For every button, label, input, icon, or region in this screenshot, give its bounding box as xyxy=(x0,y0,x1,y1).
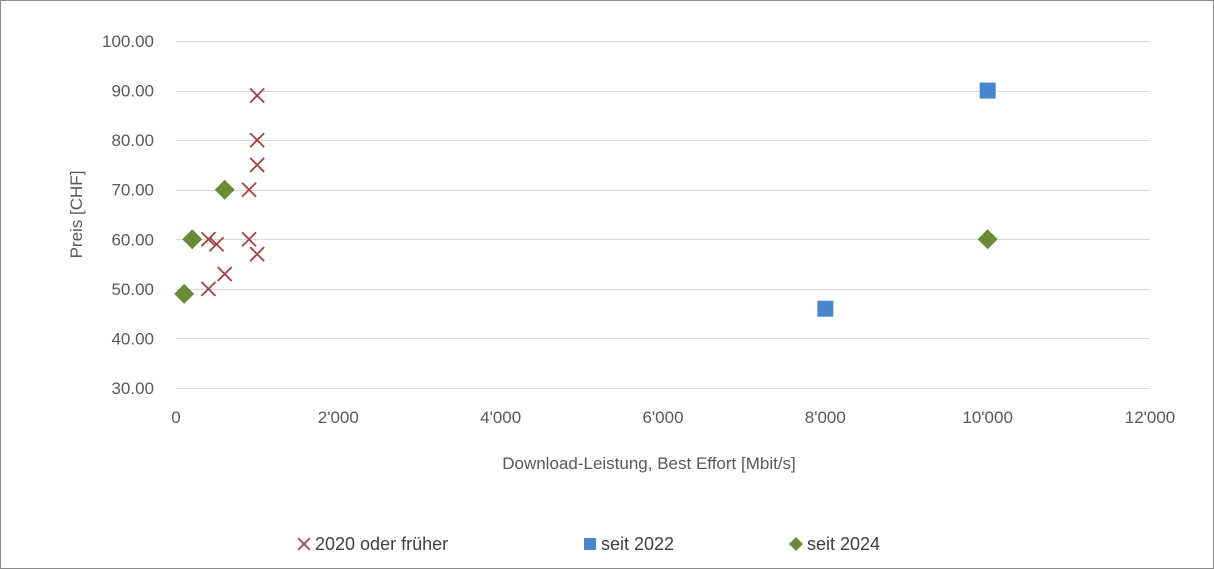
legend-label: seit 2024 xyxy=(807,534,880,554)
data-point xyxy=(174,283,195,304)
legend-marker xyxy=(584,538,596,550)
x-tick-label: 0 xyxy=(171,408,180,427)
x-tick-label: 8'000 xyxy=(805,408,846,427)
data-point xyxy=(249,157,265,173)
data-point xyxy=(249,87,265,104)
legend: 2020 oder früher seit 2022 seit 2024 xyxy=(297,534,880,554)
y-tick-label: 80.00 xyxy=(111,131,154,150)
data-points xyxy=(174,82,998,317)
x-tick-label: 10'000 xyxy=(962,408,1013,427)
data-point xyxy=(214,179,235,200)
x-tick-label: 2'000 xyxy=(318,408,359,427)
data-point xyxy=(249,246,265,262)
x-tick-label: 12'000 xyxy=(1125,408,1176,427)
x-axis-label: Download-Leistung, Best Effort [Mbit/s] xyxy=(502,454,796,473)
data-point xyxy=(979,82,996,99)
y-tick-label: 30.00 xyxy=(111,379,154,398)
x-tick-label: 6'000 xyxy=(642,408,683,427)
y-axis-label: Preis [CHF] xyxy=(67,171,86,259)
x-tick-label: 4'000 xyxy=(480,408,521,427)
data-point xyxy=(241,231,257,247)
data-point xyxy=(977,229,998,250)
y-tick-label: 70.00 xyxy=(111,181,154,200)
legend-marker xyxy=(297,537,311,551)
data-point xyxy=(241,182,257,198)
data-point xyxy=(217,266,233,282)
data-point xyxy=(249,132,265,148)
data-point xyxy=(208,236,225,252)
legend-label: 2020 oder früher xyxy=(315,534,448,554)
data-point xyxy=(182,229,203,250)
data-point xyxy=(200,231,217,247)
legend-marker xyxy=(789,537,803,551)
y-tick-label: 60.00 xyxy=(111,230,154,249)
x-axis-tick-labels: 0 2'000 4'000 6'000 8'000 10'000 12'000 xyxy=(171,408,1175,427)
data-point xyxy=(200,281,217,297)
data-point xyxy=(817,300,834,317)
y-tick-label: 50.00 xyxy=(111,280,154,299)
legend-label: seit 2022 xyxy=(601,534,674,554)
y-tick-label: 100.00 xyxy=(102,32,154,51)
y-axis-tick-labels: 30.00 40.00 50.00 60.00 70.00 80.00 90.00 100.0… xyxy=(102,32,154,398)
y-tick-label: 90.00 xyxy=(111,82,154,101)
gridlines xyxy=(176,41,1150,389)
y-tick-label: 40.00 xyxy=(111,329,154,348)
